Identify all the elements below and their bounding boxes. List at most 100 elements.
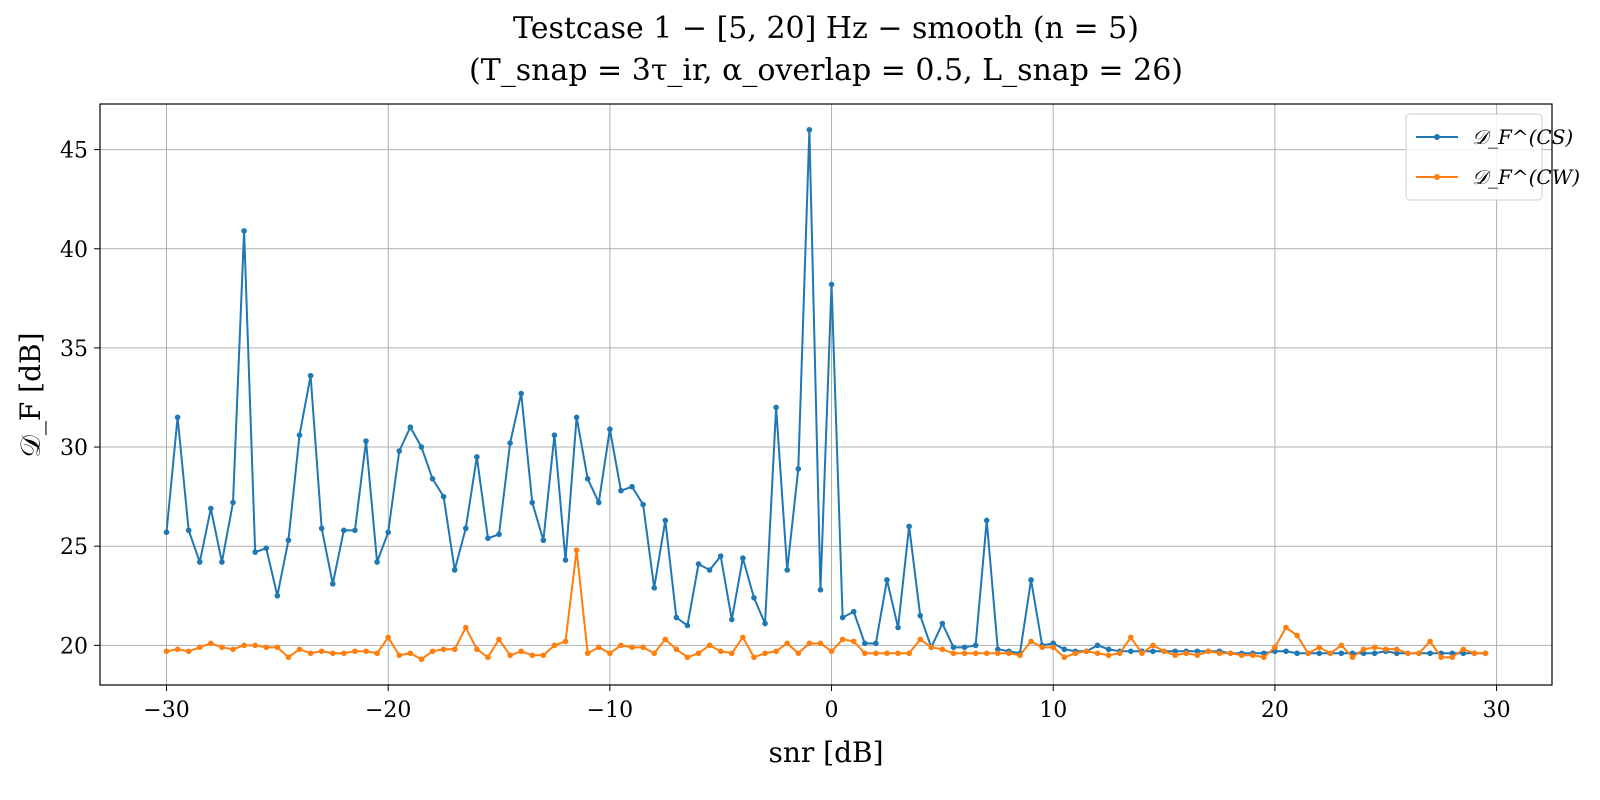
data-point-cs <box>329 581 336 587</box>
data-point-cs <box>219 559 225 565</box>
data-point-cs <box>562 557 569 563</box>
data-point-cw <box>1394 646 1400 653</box>
x-axis-ticks: −30 −20 −10 0 10 20 30 <box>143 685 1511 723</box>
data-point-cs <box>972 642 979 649</box>
data-point-cw <box>385 634 391 641</box>
data-point-cs <box>551 432 558 438</box>
data-point-cs <box>1294 650 1300 657</box>
data-point-cw <box>1316 644 1323 651</box>
data-point-cs <box>573 414 580 421</box>
data-point-cw <box>507 652 513 659</box>
data-point-cw <box>241 642 247 649</box>
data-point-cw <box>1382 646 1389 653</box>
data-point-cs <box>185 527 192 534</box>
data-point-cw <box>1172 652 1178 659</box>
data-point-cw <box>795 650 802 657</box>
data-point-cs <box>1194 648 1201 655</box>
data-point-cs <box>884 577 890 583</box>
data-point-cw <box>983 650 990 657</box>
data-point-cw <box>307 650 314 657</box>
data-point-cw <box>451 646 458 653</box>
data-point-cw <box>1294 632 1300 639</box>
data-point-cw <box>219 644 225 651</box>
data-point-cw <box>496 636 502 643</box>
data-point-cw <box>806 640 813 647</box>
data-point-cs <box>1360 650 1367 657</box>
data-point-cs <box>540 537 547 544</box>
data-point-cw <box>717 648 724 655</box>
data-point-cs <box>451 567 458 573</box>
x-tick-label: 0 <box>825 698 839 723</box>
data-point-cw <box>341 650 347 657</box>
data-point-cw <box>429 648 436 655</box>
data-point-cw <box>1017 652 1023 659</box>
legend: 𝒟_F^(CS) 𝒟_F^(CW) <box>1405 113 1580 201</box>
data-point-cw <box>208 640 214 647</box>
data-point-cs <box>285 537 292 544</box>
data-point-cs <box>1449 650 1456 657</box>
data-point-cs <box>474 454 480 460</box>
data-point-cs <box>629 483 635 490</box>
y-tick-label: 40 <box>60 238 88 263</box>
data-point-cw <box>939 646 946 653</box>
data-point-cs <box>751 594 757 601</box>
y-axis-ticks: 20 25 30 35 40 45 <box>60 139 100 659</box>
data-point-cs <box>684 622 691 629</box>
data-point-cw <box>817 640 824 647</box>
data-point-cw <box>474 646 480 653</box>
data-point-cs <box>906 523 912 530</box>
data-point-cs <box>839 614 846 621</box>
data-point-cs <box>607 426 613 433</box>
data-point-cs <box>274 592 281 599</box>
data-point-cs <box>208 505 214 512</box>
data-point-cw <box>285 654 292 661</box>
data-point-cw <box>174 646 181 653</box>
plot-frame <box>99 103 1553 686</box>
data-point-cs <box>740 555 746 561</box>
data-point-cs <box>1172 648 1178 655</box>
data-point-cw <box>1416 650 1422 657</box>
data-point-cs <box>1128 648 1134 655</box>
data-point-cw <box>462 624 469 631</box>
data-point-cs <box>307 372 314 379</box>
data-point-cs <box>861 640 868 647</box>
data-point-cs <box>695 561 702 567</box>
data-point-cs <box>429 475 436 482</box>
data-point-cw <box>551 642 558 649</box>
data-point-cw <box>1427 638 1433 645</box>
data-point-cw <box>1128 634 1134 641</box>
data-point-cs <box>1028 577 1034 583</box>
series-cw <box>163 547 1489 663</box>
data-point-cw <box>728 650 735 657</box>
data-point-cs <box>352 527 358 534</box>
data-point-cs <box>950 644 957 651</box>
data-point-cs <box>396 448 403 454</box>
y-tick-label: 45 <box>60 139 88 164</box>
x-tick-label: −20 <box>365 698 411 723</box>
legend-label-cs: 𝒟_F^(CS) <box>1472 125 1573 149</box>
data-point-cs <box>496 531 502 538</box>
series-line-cw <box>166 549 1486 661</box>
data-point-cw <box>928 644 935 651</box>
data-point-cs <box>1050 640 1057 647</box>
data-point-cs <box>529 499 536 506</box>
data-point-cs <box>1316 650 1323 657</box>
data-point-cw <box>1338 642 1345 649</box>
data-point-cs <box>174 414 181 421</box>
data-point-cw <box>584 650 591 657</box>
data-point-cw <box>961 650 968 657</box>
data-point-cs <box>440 493 447 500</box>
data-point-cw <box>706 642 713 649</box>
data-point-cs <box>1150 648 1156 655</box>
data-point-cs <box>407 424 414 431</box>
y-tick-label: 35 <box>60 337 88 362</box>
x-tick-label: 30 <box>1483 698 1511 723</box>
data-point-cw <box>662 636 669 643</box>
y-tick-label: 20 <box>60 634 88 659</box>
data-point-cw <box>252 642 258 649</box>
data-point-cs <box>341 527 347 534</box>
data-point-cs <box>584 475 591 482</box>
data-point-cw <box>363 648 369 655</box>
data-point-cs <box>917 612 924 619</box>
data-point-cw <box>861 650 868 657</box>
